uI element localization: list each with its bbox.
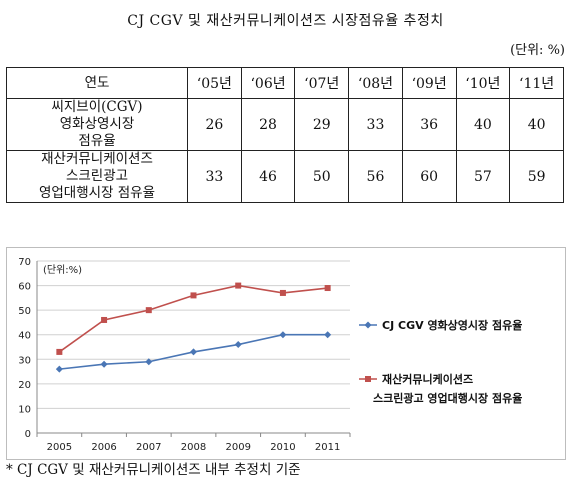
data-point	[235, 282, 242, 289]
data-point	[190, 348, 197, 356]
y-tick-label: 0	[25, 429, 31, 440]
year-cell: ‘06년	[240, 67, 296, 99]
y-tick-label: 40	[18, 331, 31, 342]
value-cell: 40	[509, 98, 564, 151]
data-point	[234, 341, 242, 349]
data-point	[145, 307, 152, 314]
data-point	[55, 365, 63, 373]
row-label-line: 스크린광고	[65, 168, 129, 184]
y-tick-label: 10	[18, 404, 31, 415]
value-cell: 40	[455, 98, 511, 151]
legend-label: 재산커뮤니케이션즈	[382, 372, 473, 386]
row-label-line: 영화상영시장	[59, 116, 135, 132]
footnote: * CJ CGV 및 재산커뮤니케이션즈 내부 추정치 기준	[6, 462, 301, 478]
year-cell: ‘11년	[509, 67, 564, 99]
data-point	[279, 289, 286, 296]
year-cell: ‘08년	[348, 67, 403, 99]
value-cell: 56	[348, 150, 403, 203]
x-tick-label: 2005	[47, 442, 72, 453]
table-row: 씨지브이(CGV) 영화상영시장 점유율 26 28 29 33 36 40 4…	[6, 98, 564, 151]
share-table: 연도 ‘05년 ‘06년 ‘07년 ‘08년 ‘09년 ‘10년 ‘11년 씨지…	[6, 67, 564, 203]
data-point	[324, 331, 332, 339]
x-tick-label: 2011	[315, 442, 340, 453]
year-cell: ‘07년	[294, 67, 350, 99]
row-label-line: 영업대행시장 점유율	[38, 185, 156, 201]
value-cell: 50	[294, 150, 350, 203]
year-header: 연도	[6, 67, 188, 99]
value-cell: 28	[240, 98, 296, 151]
value-cell: 60	[401, 150, 457, 203]
legend-marker	[365, 376, 371, 382]
row-label-line: 씨지브이(CGV)	[51, 99, 143, 115]
value-cell: 26	[187, 98, 242, 151]
line-chart: 0 10 20 30 40 50 60 70 2005 2006 2007 2008 2009 2010 2…	[18, 257, 522, 453]
value-cell: 29	[294, 98, 350, 151]
y-tick-label: 50	[18, 306, 31, 317]
value-cell: 46	[240, 150, 296, 203]
y-tick-label: 30	[18, 355, 31, 366]
data-point	[101, 316, 108, 323]
table-header-row: 연도 ‘05년 ‘06년 ‘07년 ‘08년 ‘09년 ‘10년 ‘11년	[6, 67, 564, 99]
x-tick-label: 2009	[225, 442, 250, 453]
unit-label: (단위: %)	[510, 43, 565, 58]
year-cell: ‘10년	[455, 67, 511, 99]
x-tick-label: 2010	[270, 442, 295, 453]
legend-label: 스크린광고 영업대행시장 점유율	[373, 391, 522, 405]
year-cell: ‘09년	[401, 67, 457, 99]
x-tick-label: 2006	[91, 442, 116, 453]
x-tick-label: 2008	[181, 442, 206, 453]
chart-unit-note: (단위:%)	[43, 263, 82, 276]
row-label: 씨지브이(CGV) 영화상영시장 점유율	[6, 98, 188, 151]
data-point	[145, 358, 153, 366]
y-tick-label: 60	[18, 282, 31, 293]
legend-label: CJ CGV 영화상영시장 점유율	[382, 318, 522, 332]
value-cell: 57	[455, 150, 511, 203]
data-point	[100, 360, 108, 368]
year-cell: ‘05년	[187, 67, 242, 99]
value-cell: 59	[509, 150, 564, 203]
value-cell: 36	[401, 98, 457, 151]
data-point	[324, 285, 331, 292]
value-cell: 33	[187, 150, 242, 203]
data-point	[279, 331, 287, 339]
row-label-line: 재산커뮤니케이션즈	[41, 151, 153, 167]
line-chart-frame: 0 10 20 30 40 50 60 70 2005 2006 2007 2008 2009 2010 2…	[6, 247, 566, 460]
y-tick-label: 20	[18, 380, 31, 391]
page-title: CJ CGV 및 재산커뮤니케이션즈 시장점유율 추정치	[127, 13, 444, 29]
value-cell: 33	[348, 98, 403, 151]
data-point	[56, 348, 63, 355]
row-label-line: 점유율	[78, 133, 116, 149]
table-row: 재산커뮤니케이션즈 스크린광고 영업대행시장 점유율 33 46 50 56 6…	[6, 150, 564, 203]
y-tick-label: 70	[18, 257, 31, 268]
row-label: 재산커뮤니케이션즈 스크린광고 영업대행시장 점유율	[6, 150, 188, 203]
x-tick-label: 2007	[136, 442, 161, 453]
data-point	[190, 292, 197, 299]
legend-marker	[364, 321, 372, 329]
